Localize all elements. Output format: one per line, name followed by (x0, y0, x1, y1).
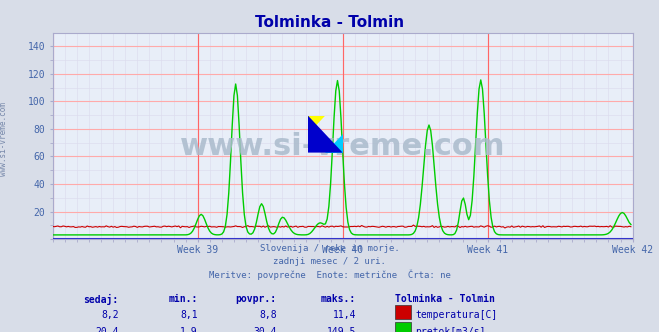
Text: maks.:: maks.: (321, 294, 356, 304)
Text: min.:: min.: (168, 294, 198, 304)
Text: Tolminka - Tolmin: Tolminka - Tolmin (395, 294, 496, 304)
Text: pretok[m3/s]: pretok[m3/s] (415, 327, 486, 332)
Text: temperatura[C]: temperatura[C] (415, 310, 498, 320)
Text: povpr.:: povpr.: (236, 294, 277, 304)
Text: zadnji mesec / 2 uri.: zadnji mesec / 2 uri. (273, 257, 386, 266)
Text: Tolminka - Tolmin: Tolminka - Tolmin (255, 15, 404, 30)
Text: www.si-vreme.com: www.si-vreme.com (180, 132, 505, 161)
Text: 11,4: 11,4 (332, 310, 356, 320)
Text: 30,4: 30,4 (253, 327, 277, 332)
Text: 149,5: 149,5 (326, 327, 356, 332)
Text: sedaj:: sedaj: (84, 294, 119, 305)
Text: 8,2: 8,2 (101, 310, 119, 320)
Text: 8,8: 8,8 (259, 310, 277, 320)
Text: Meritve: povprečne  Enote: metrične  Črta: ne: Meritve: povprečne Enote: metrične Črta:… (208, 269, 451, 280)
Text: www.si-vreme.com: www.si-vreme.com (0, 103, 8, 176)
Text: 20,4: 20,4 (95, 327, 119, 332)
Text: 8,1: 8,1 (180, 310, 198, 320)
Text: 1,9: 1,9 (180, 327, 198, 332)
Text: Slovenija / reke in morje.: Slovenija / reke in morje. (260, 244, 399, 253)
